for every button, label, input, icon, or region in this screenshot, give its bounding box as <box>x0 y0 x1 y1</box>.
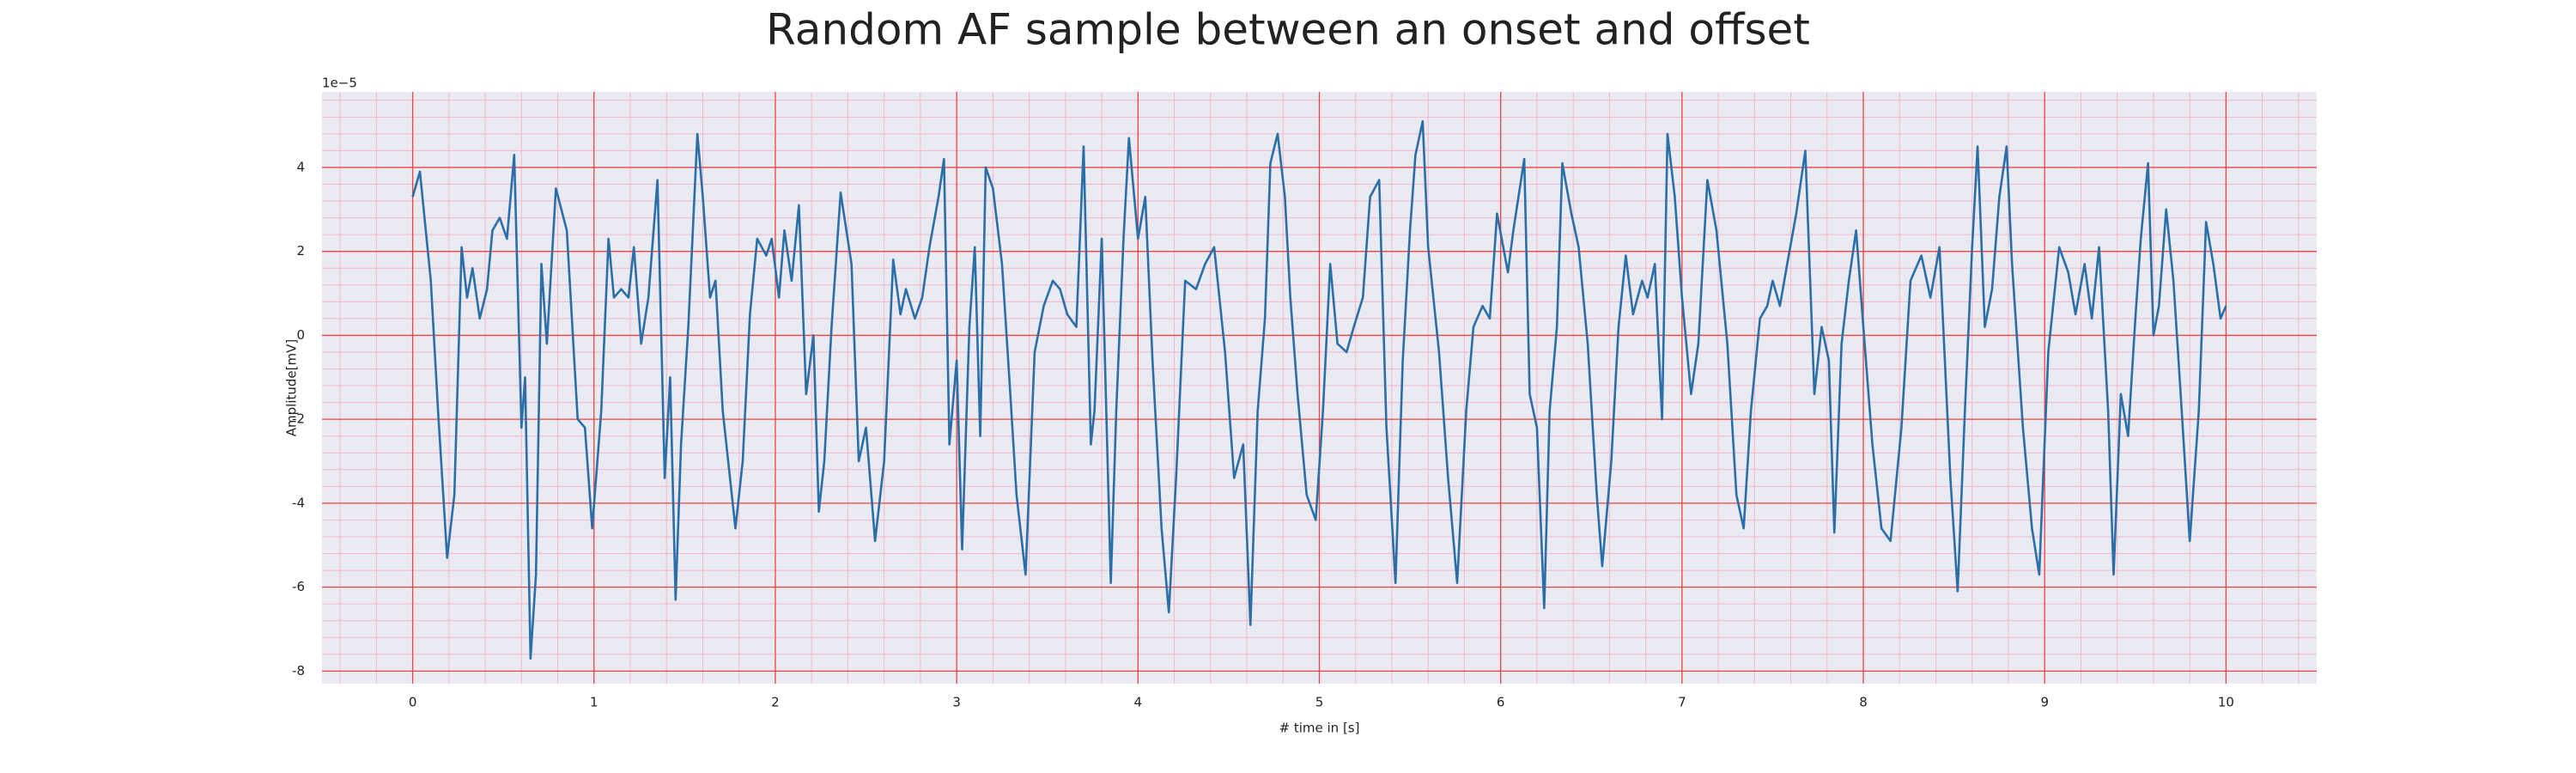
y-tick-label: -2 <box>292 411 305 427</box>
x-tick-label: 7 <box>1678 695 1686 710</box>
x-tick-label: 2 <box>771 695 780 710</box>
signal-line <box>411 119 2227 660</box>
chart-title: Random AF sample between an onset and of… <box>766 5 1810 55</box>
x-tick-label: 3 <box>952 695 961 710</box>
y-tick-label: 0 <box>296 327 305 343</box>
x-tick-label: 10 <box>2218 695 2234 710</box>
y-offset-label: 1e−5 <box>322 76 357 91</box>
x-tick-label: 0 <box>409 695 417 710</box>
y-tick-label: 4 <box>296 159 305 174</box>
y-tick-label: -6 <box>292 579 305 594</box>
y-tick-label: -4 <box>292 495 305 510</box>
x-tick-label: 8 <box>1859 695 1868 710</box>
y-tick-label: -8 <box>292 663 305 679</box>
x-tick-label: 1 <box>590 695 598 710</box>
x-tick-label: 9 <box>2040 695 2049 710</box>
x-tick-label: 4 <box>1134 695 1143 710</box>
x-axis-label: # time in [s] <box>1279 721 1360 736</box>
x-tick-label: 5 <box>1315 695 1324 710</box>
y-tick-label: 2 <box>296 243 305 259</box>
y-axis-label: Amplitude[mV] <box>284 339 300 436</box>
x-tick-label: 6 <box>1497 695 1505 710</box>
